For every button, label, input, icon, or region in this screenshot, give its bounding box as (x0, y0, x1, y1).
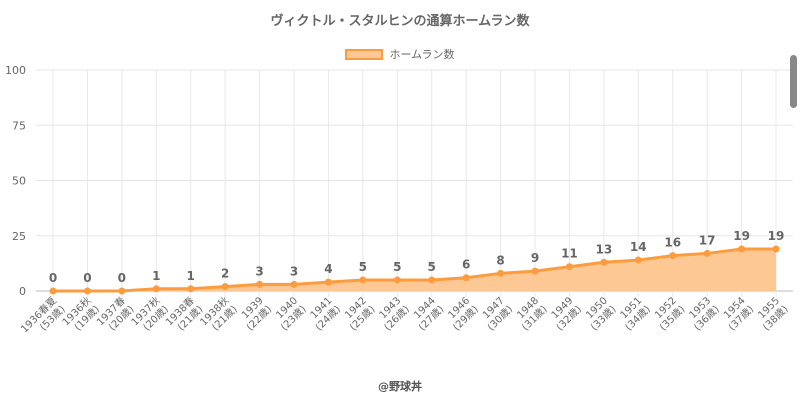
x-tick-label: 1939(22歳) (236, 295, 274, 333)
x-tick-label: 1954(37歳) (718, 295, 756, 333)
data-label: 19 (768, 229, 785, 243)
y-tick-label: 100 (5, 64, 26, 77)
x-tick-label: 1949(32歳) (546, 295, 584, 333)
data-point (600, 258, 608, 266)
series-line (53, 247, 776, 293)
data-label: 5 (359, 260, 367, 274)
data-point (187, 285, 195, 293)
x-tick-label: 1942(25歳) (340, 295, 378, 333)
y-tick-label: 50 (12, 175, 26, 188)
footer-credit: @野球丼 (378, 380, 422, 393)
data-point (324, 278, 332, 286)
x-tick-label: 1955(38歳) (753, 295, 791, 333)
data-point (565, 263, 573, 271)
data-point (359, 276, 367, 284)
data-point (221, 283, 229, 291)
x-tick-label: 1944(27歳) (408, 295, 446, 333)
data-point (531, 267, 539, 275)
data-label: 0 (118, 271, 126, 285)
data-label: 8 (496, 253, 504, 267)
area-fill (53, 249, 776, 291)
legend-label: ホームラン数 (389, 48, 455, 61)
data-label: 5 (428, 260, 436, 274)
x-tick-label: 1951(34歳) (615, 295, 653, 333)
data-point (703, 249, 711, 257)
data-point (256, 280, 264, 288)
x-tick-label: 1953(36歳) (684, 295, 722, 333)
x-tick-label: 1937春(20歳) (94, 295, 136, 337)
x-tick-label: 1938秋(21歳) (197, 294, 240, 337)
chart-title: ヴィクトル・スタルヒンの通算ホームラン数 (270, 14, 530, 29)
data-point (152, 285, 160, 293)
data-label: 6 (462, 258, 470, 272)
x-tick-label: 1947(30歳) (477, 295, 515, 333)
data-label: 11 (561, 247, 578, 261)
data-label: 5 (393, 260, 401, 274)
data-point (738, 245, 746, 253)
data-point (634, 256, 642, 264)
data-label: 2 (221, 267, 229, 281)
data-label: 3 (255, 264, 263, 278)
y-tick-label: 75 (12, 119, 26, 132)
data-point (49, 287, 57, 295)
data-label: 17 (699, 233, 716, 247)
data-point (393, 276, 401, 284)
data-label: 0 (49, 271, 57, 285)
x-tick-label: 1938春(21歳) (163, 295, 205, 337)
x-tick-label: 1936春夏(53歳) (18, 295, 67, 344)
data-label: 14 (630, 240, 647, 254)
x-tick-label: 1936秋(19歳) (59, 294, 102, 337)
data-point (497, 269, 505, 277)
data-point (118, 287, 126, 295)
data-point (669, 252, 677, 260)
legend[interactable]: ホームラン数 (0, 46, 800, 62)
data-label: 0 (83, 271, 91, 285)
y-tick-label: 25 (12, 230, 26, 243)
data-label: 13 (596, 242, 613, 256)
x-tick-label: 1952(35歳) (649, 295, 687, 333)
data-label: 16 (664, 236, 681, 250)
x-tick-label: 1946(29歳) (443, 295, 481, 333)
data-label: 19 (733, 229, 750, 243)
legend-swatch (345, 48, 384, 60)
data-point (428, 276, 436, 284)
data-label: 1 (187, 269, 195, 283)
data-label: 1 (152, 269, 160, 283)
x-tick-label: 1941(24歳) (305, 295, 343, 333)
x-tick-label: 1940(23歳) (271, 295, 309, 333)
x-tick-label: 1943(26歳) (374, 295, 412, 333)
scrollbar[interactable] (790, 55, 797, 108)
x-tick-label: 1948(31歳) (512, 295, 550, 333)
data-label: 9 (531, 251, 539, 265)
x-tick-label: 1937秋(20歳) (128, 294, 171, 337)
data-point (83, 287, 91, 295)
data-label: 4 (324, 262, 332, 276)
data-point (772, 245, 780, 253)
data-point (290, 280, 298, 288)
data-point (462, 274, 470, 282)
x-tick-label: 1950(33歳) (581, 295, 619, 333)
data-label: 3 (290, 264, 298, 278)
y-tick-label: 0 (19, 285, 26, 298)
